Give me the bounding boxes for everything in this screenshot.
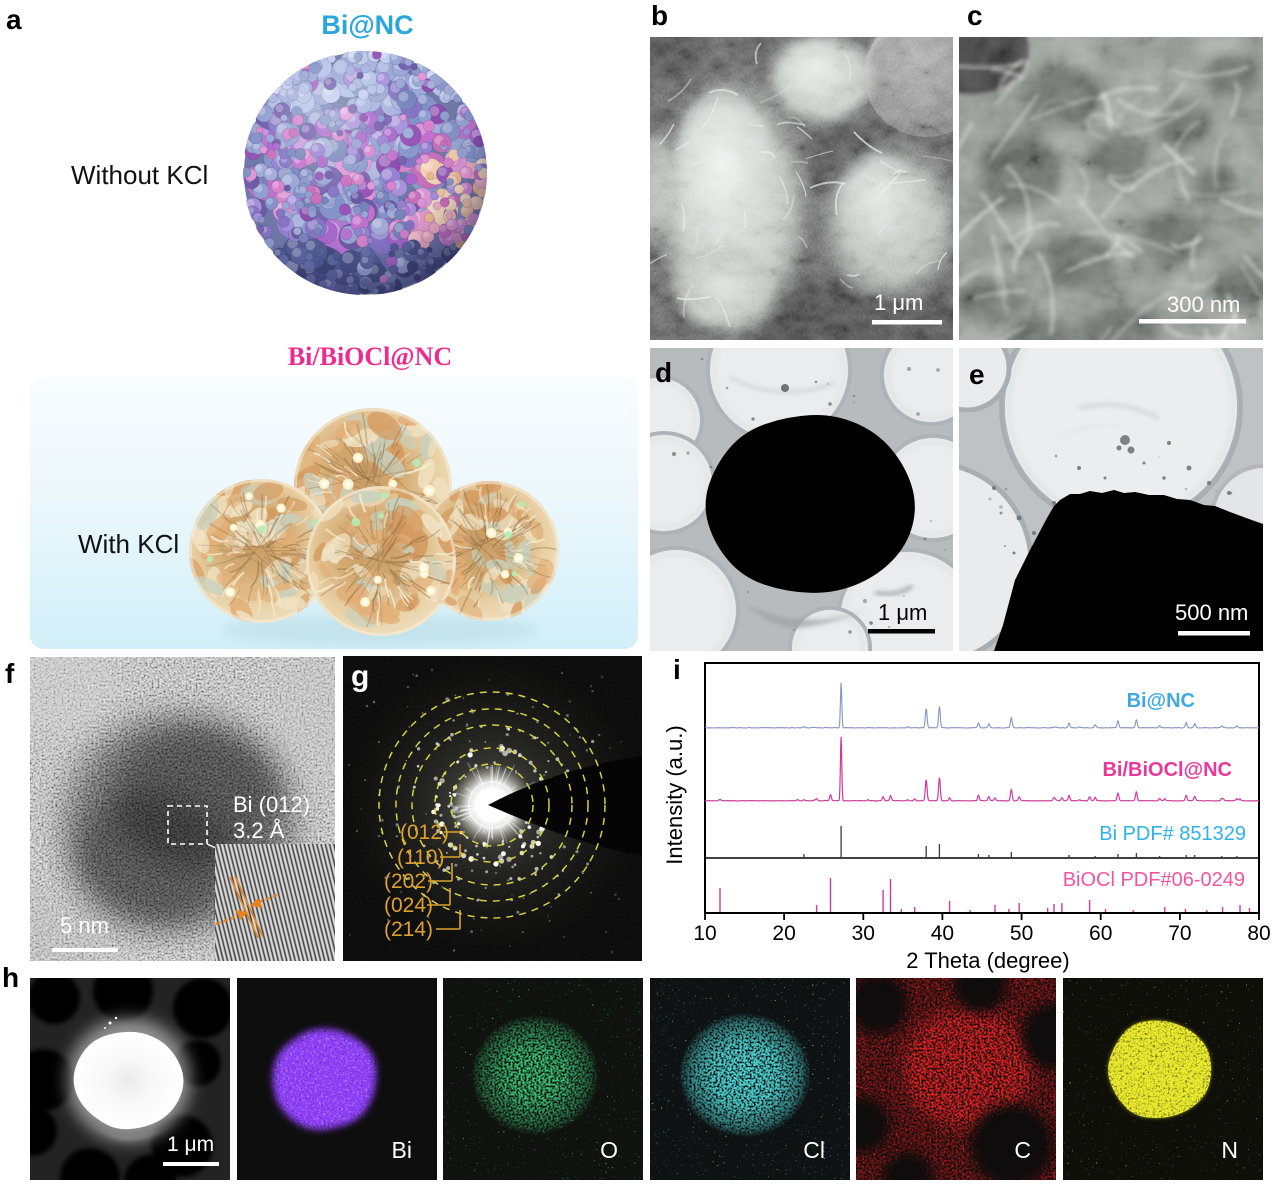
svg-text:Cl: Cl bbox=[803, 1137, 825, 1163]
svg-text:Bi PDF# 851329: Bi PDF# 851329 bbox=[1099, 823, 1246, 845]
svg-text:3.2 Å: 3.2 Å bbox=[233, 818, 285, 843]
svg-text:50: 50 bbox=[1010, 922, 1033, 945]
svg-text:(024): (024) bbox=[384, 894, 433, 917]
svg-text:60: 60 bbox=[1089, 922, 1112, 945]
svg-text:(214): (214) bbox=[384, 918, 433, 941]
svg-text:500 nm: 500 nm bbox=[1175, 600, 1248, 625]
svg-text:1 μm: 1 μm bbox=[878, 600, 927, 625]
svg-text:40: 40 bbox=[931, 922, 954, 945]
svg-text:(110): (110) bbox=[397, 846, 444, 869]
svg-text:O: O bbox=[600, 1137, 618, 1163]
svg-text:d: d bbox=[655, 357, 672, 388]
svg-text:Bi: Bi bbox=[392, 1137, 412, 1163]
svg-text:2 Theta (degree): 2 Theta (degree) bbox=[906, 948, 1069, 973]
svg-text:(202): (202) bbox=[384, 870, 433, 893]
svg-text:20: 20 bbox=[772, 922, 795, 945]
svg-text:g: g bbox=[351, 660, 369, 693]
svg-text:C: C bbox=[1014, 1137, 1031, 1163]
svg-text:N: N bbox=[1221, 1137, 1238, 1163]
svg-text:BiOCl PDF#06-0249: BiOCl PDF#06-0249 bbox=[1063, 869, 1245, 891]
svg-text:Bi/BiOCl@NC: Bi/BiOCl@NC bbox=[1102, 759, 1232, 781]
svg-text:10: 10 bbox=[693, 922, 716, 945]
svg-text:30: 30 bbox=[852, 922, 875, 945]
svg-text:80: 80 bbox=[1247, 922, 1270, 945]
svg-text:1 μm: 1 μm bbox=[874, 290, 923, 315]
svg-text:Bi (012): Bi (012) bbox=[233, 792, 310, 817]
svg-text:5 nm: 5 nm bbox=[60, 913, 109, 938]
svg-text:(012): (012) bbox=[400, 821, 449, 844]
svg-text:1 μm: 1 μm bbox=[167, 1133, 214, 1156]
svg-text:Bi@NC: Bi@NC bbox=[1127, 690, 1195, 712]
svg-text:70: 70 bbox=[1168, 922, 1191, 945]
svg-text:300 nm: 300 nm bbox=[1167, 292, 1240, 317]
svg-text:e: e bbox=[969, 359, 985, 390]
svg-text:Intensity (a.u.): Intensity (a.u.) bbox=[662, 725, 687, 864]
